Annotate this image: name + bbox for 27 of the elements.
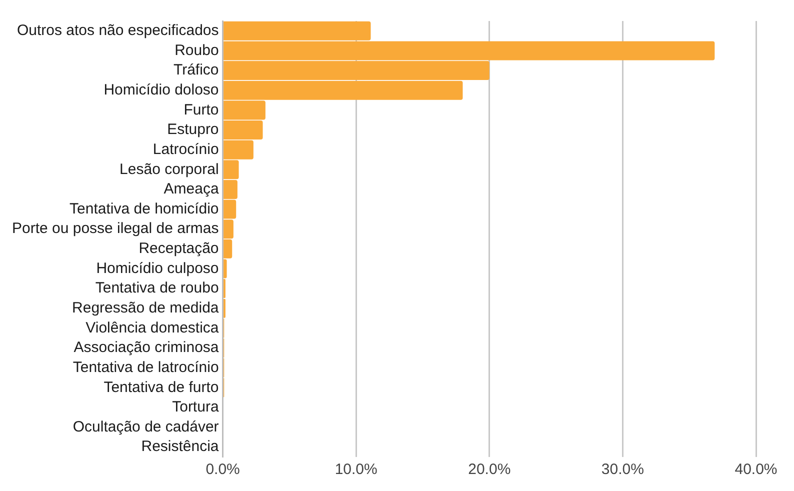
y-tick-label: Tortura (172, 398, 220, 416)
x-tick-label: 0.0% (206, 461, 240, 478)
y-tick-label: Ameaça (164, 180, 220, 198)
y-tick-label: Tentativa de latrocínio (72, 358, 219, 376)
y-tick-label: Latrocínio (152, 140, 219, 158)
y-tick-label: Associação criminosa (74, 339, 220, 356)
y-tick-label: Estupro (167, 121, 219, 138)
y-tick-label: Tentativa de homicídio (70, 200, 219, 218)
y-tick-label: Tentativa de furto (104, 378, 219, 396)
y-tick-label: Resistência (141, 438, 220, 456)
y-tick-label: Furto (184, 101, 219, 118)
y-tick-label: Tráfico (173, 62, 219, 79)
x-tick-label: 30.0% (601, 461, 644, 478)
y-tick-label: Roubo (174, 42, 219, 59)
y-tick-label: Outros atos não especificados (16, 22, 219, 40)
y-tick-label: Homicídio culposo (96, 260, 219, 277)
y-tick-label: Receptação (138, 240, 219, 258)
y-tick-label: Ocultação de cadáver (72, 418, 219, 436)
y-tick-label: Lesão corporal (120, 160, 219, 178)
y-tick-label: Homicídio doloso (104, 82, 219, 99)
y-tick-label: Porte ou posse ilegal de armas (12, 220, 219, 238)
x-tick-label: 40.0% (734, 461, 778, 478)
y-tick-label: Regressão de medida (72, 300, 220, 317)
x-tick-label: 20.0% (468, 461, 511, 478)
y-tick-label: Tentativa de roubo (95, 280, 219, 297)
x-tick-label: 10.0% (334, 461, 378, 478)
y-tick-label: Violência domestica (86, 319, 220, 336)
